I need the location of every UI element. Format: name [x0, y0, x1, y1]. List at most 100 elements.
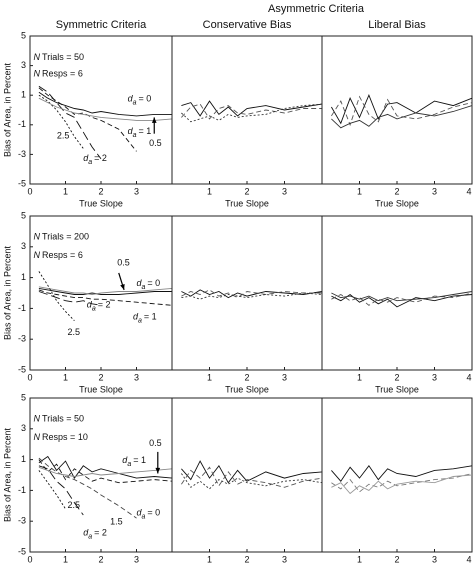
annotation-variable: d: [137, 508, 143, 518]
x-tick-label: 1: [357, 554, 362, 564]
annotation-text: = 1: [139, 127, 152, 137]
figure-title: Asymmetric Criteria: [268, 3, 365, 15]
x-tick-label: 2: [394, 554, 399, 564]
series-line: [38, 94, 84, 149]
annotation-text: 0.5: [149, 439, 162, 449]
y-axis-label: Bias of Area, in Percent: [2, 62, 12, 157]
annotation-variable: N: [34, 414, 41, 424]
annotation-text: 2.5: [57, 131, 70, 141]
y-tick-label: 5: [21, 30, 26, 40]
panel-frame: [171, 215, 323, 371]
y-tick-label: 3: [21, 60, 26, 70]
annotation-subscript: a: [92, 305, 96, 312]
x-tick-label: 3: [134, 186, 139, 196]
annotation-subscript: a: [133, 99, 137, 106]
series-line: [331, 291, 473, 302]
annotation-text: 1.5: [110, 517, 123, 527]
x-tick-label: 1: [207, 554, 212, 564]
x-tick-label: 3: [432, 554, 437, 564]
annotation-variable: d: [128, 127, 134, 137]
annotation: 0.5: [149, 439, 162, 449]
x-tick-label: 2: [394, 186, 399, 196]
annotation: N Resps = 10: [34, 432, 88, 442]
series-line: [38, 286, 173, 295]
annotation-text: = 2: [94, 153, 107, 163]
y-tick-label: 1: [21, 272, 26, 282]
panel-frame: [171, 397, 323, 553]
y-tick-label: -3: [18, 334, 26, 344]
panel-title: Symmetric Criteria: [56, 19, 147, 31]
x-tick-label: 3: [134, 372, 139, 382]
x-tick-label: 3: [282, 554, 287, 564]
annotation-variable: N: [34, 250, 41, 260]
x-tick-label: 0: [27, 186, 32, 196]
annotation-text: = 2: [94, 528, 107, 538]
x-axis-label: True Slope: [225, 198, 269, 208]
annotation-text: = 2: [98, 300, 111, 310]
x-tick-label: 3: [432, 372, 437, 382]
panel-title: Liberal Bias: [368, 19, 426, 31]
arrow-head: [151, 117, 157, 123]
series-line: [38, 291, 102, 306]
annotation-text: Trials = 50: [42, 53, 84, 63]
series-line: [331, 474, 473, 495]
annotation: da = 0: [128, 94, 152, 106]
x-tick-label: 4: [466, 372, 471, 382]
x-tick-label: 1: [207, 372, 212, 382]
series-line: [331, 465, 473, 482]
annotation-text: = 0: [147, 508, 160, 518]
annotation-variable: N: [34, 69, 41, 79]
annotation: N Resps = 6: [34, 250, 83, 260]
annotation: N Trials = 50: [34, 414, 84, 424]
annotation-subscript: a: [127, 461, 131, 468]
annotation: da = 1: [122, 456, 146, 468]
annotation-variable: d: [133, 312, 139, 322]
x-axis-label: True Slope: [375, 198, 419, 208]
series-line: [38, 287, 172, 295]
annotation: 2.5: [68, 500, 81, 510]
annotation-text: 2.5: [68, 327, 81, 337]
annotation: da = 2: [83, 153, 107, 165]
series-line: [331, 293, 473, 308]
series-line: [181, 460, 323, 484]
annotation-text: 2.5: [68, 500, 81, 510]
annotation-variable: N: [34, 53, 41, 63]
y-tick-label: -3: [18, 149, 26, 159]
x-axis-label: True Slope: [79, 384, 123, 394]
y-tick-label: -5: [18, 546, 26, 556]
annotation-text: = 0: [147, 278, 160, 288]
annotation-text: 0.5: [149, 138, 162, 148]
y-tick-label: -5: [18, 364, 26, 374]
annotation-text: Trials = 200: [42, 232, 89, 242]
series-line: [38, 466, 173, 477]
series-line: [38, 470, 66, 510]
y-tick-label: 1: [21, 454, 26, 464]
series-line: [181, 103, 322, 120]
series-line: [38, 271, 75, 322]
y-tick-label: 3: [21, 423, 26, 433]
annotation-text: Resps = 10: [42, 432, 88, 442]
annotation-variable: d: [83, 153, 89, 163]
annotation-text: = 0: [139, 94, 152, 104]
annotation-text: Trials = 50: [42, 414, 84, 424]
annotation: da = 2: [83, 528, 107, 540]
x-tick-label: 3: [432, 186, 437, 196]
x-axis-label: True Slope: [375, 384, 419, 394]
series-line: [38, 289, 173, 306]
annotation-variable: N: [34, 432, 41, 442]
y-tick-label: 5: [21, 392, 26, 402]
annotation-variable: d: [83, 528, 89, 538]
series-line: [181, 103, 323, 123]
annotation-text: Resps = 6: [42, 69, 83, 79]
annotation-text: = 1: [133, 456, 146, 466]
arrow-head: [155, 467, 161, 474]
annotation: N Trials = 200: [34, 232, 89, 242]
annotation-text: = 1: [144, 312, 157, 322]
series-line: [181, 100, 323, 117]
x-tick-label: 1: [207, 186, 212, 196]
x-tick-label: 1: [63, 186, 68, 196]
series-line: [181, 466, 323, 488]
series-line: [331, 292, 473, 306]
y-tick-label: -3: [18, 516, 26, 526]
